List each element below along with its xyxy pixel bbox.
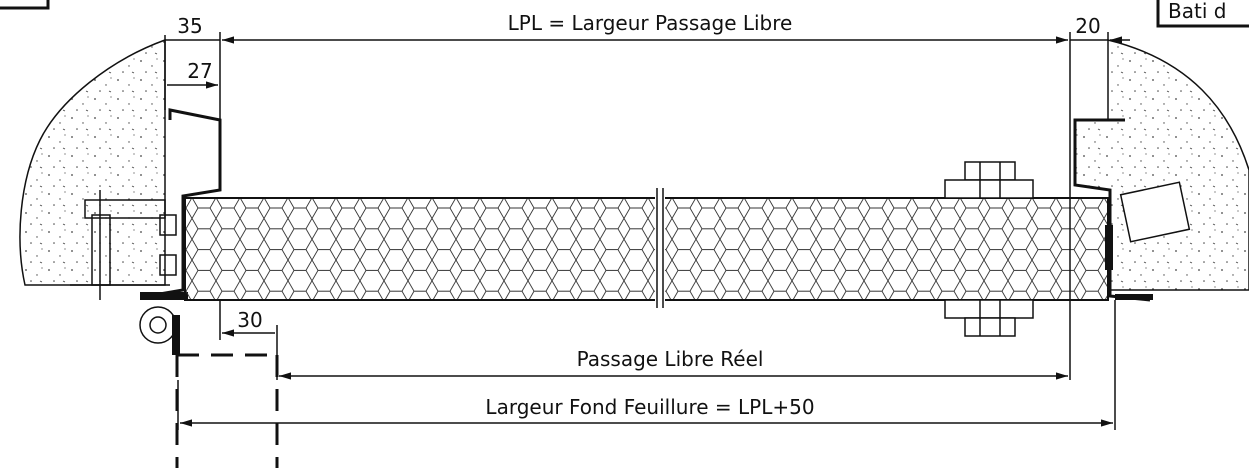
extension-lines: [164, 32, 1116, 430]
dimension-lines: [165, 36, 1130, 427]
corner-box: [0, 0, 50, 10]
dimension-label: 27: [187, 59, 212, 83]
anchor: [1119, 181, 1191, 243]
left-wall: [19, 38, 166, 286]
lock: [1105, 225, 1113, 270]
seal: [1115, 294, 1153, 300]
leaf-outline: [175, 353, 279, 468]
seal: [140, 292, 188, 300]
dimension-label: 35: [177, 14, 202, 38]
door-leaf: [184, 197, 1109, 301]
dimension-label: 20: [1075, 14, 1100, 38]
dimension-label: Largeur Fond Feuillure = LPL+50: [485, 395, 814, 419]
corner-box: [1156, 0, 1249, 28]
hinge: [70, 190, 177, 344]
dimension-label: Passage Libre Réel: [577, 347, 764, 371]
handle: [944, 161, 1034, 337]
break-line: [656, 188, 664, 308]
dimension-label: LPL = Largeur Passage Libre: [508, 11, 793, 35]
break: [655, 188, 665, 308]
stop: [172, 315, 180, 355]
dimension-label: 30: [237, 308, 262, 332]
corner-box-label: Bati d: [1168, 0, 1226, 23]
